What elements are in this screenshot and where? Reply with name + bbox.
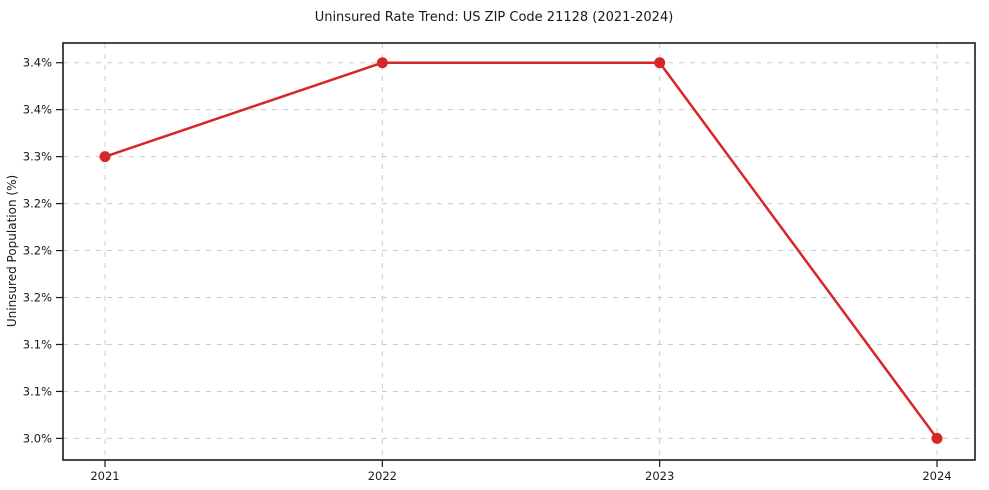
data-series-line bbox=[99, 57, 943, 444]
y-tick-label: 3.1% bbox=[23, 384, 52, 398]
y-tick-label: 3.0% bbox=[23, 431, 52, 445]
series-line bbox=[103, 61, 939, 440]
x-tick-labels: 2021 2022 2023 2024 bbox=[90, 469, 951, 483]
y-tick-label: 3.2% bbox=[23, 197, 52, 211]
y-tick-label: 3.4% bbox=[23, 56, 52, 70]
plot-border bbox=[62, 42, 976, 461]
y-tick-label: 3.2% bbox=[23, 244, 52, 258]
data-point bbox=[654, 57, 666, 69]
data-point bbox=[931, 432, 943, 444]
axes-frame bbox=[62, 42, 976, 461]
y-tick-label: 3.3% bbox=[23, 150, 52, 164]
x-tick-label: 2021 bbox=[90, 469, 119, 483]
data-point bbox=[376, 57, 388, 69]
x-tick-label: 2023 bbox=[645, 469, 674, 483]
y-tick-label: 3.4% bbox=[23, 103, 52, 117]
gridlines bbox=[63, 43, 975, 460]
chart-title: Uninsured Rate Trend: US ZIP Code 21128 … bbox=[315, 10, 674, 25]
tick-marks bbox=[56, 62, 938, 467]
y-tick-labels: 3.0% 3.1% 3.1% 3.2% 3.2% 3.2% 3.3% 3.4% 3.4% bbox=[23, 56, 52, 446]
y-axis-label: Uninsured Population (%) bbox=[5, 175, 19, 327]
x-tick-label: 2022 bbox=[368, 469, 397, 483]
y-tick-label: 3.2% bbox=[23, 291, 52, 305]
x-tick-label: 2024 bbox=[922, 469, 951, 483]
data-point bbox=[99, 151, 111, 163]
y-tick-label: 3.1% bbox=[23, 337, 52, 351]
